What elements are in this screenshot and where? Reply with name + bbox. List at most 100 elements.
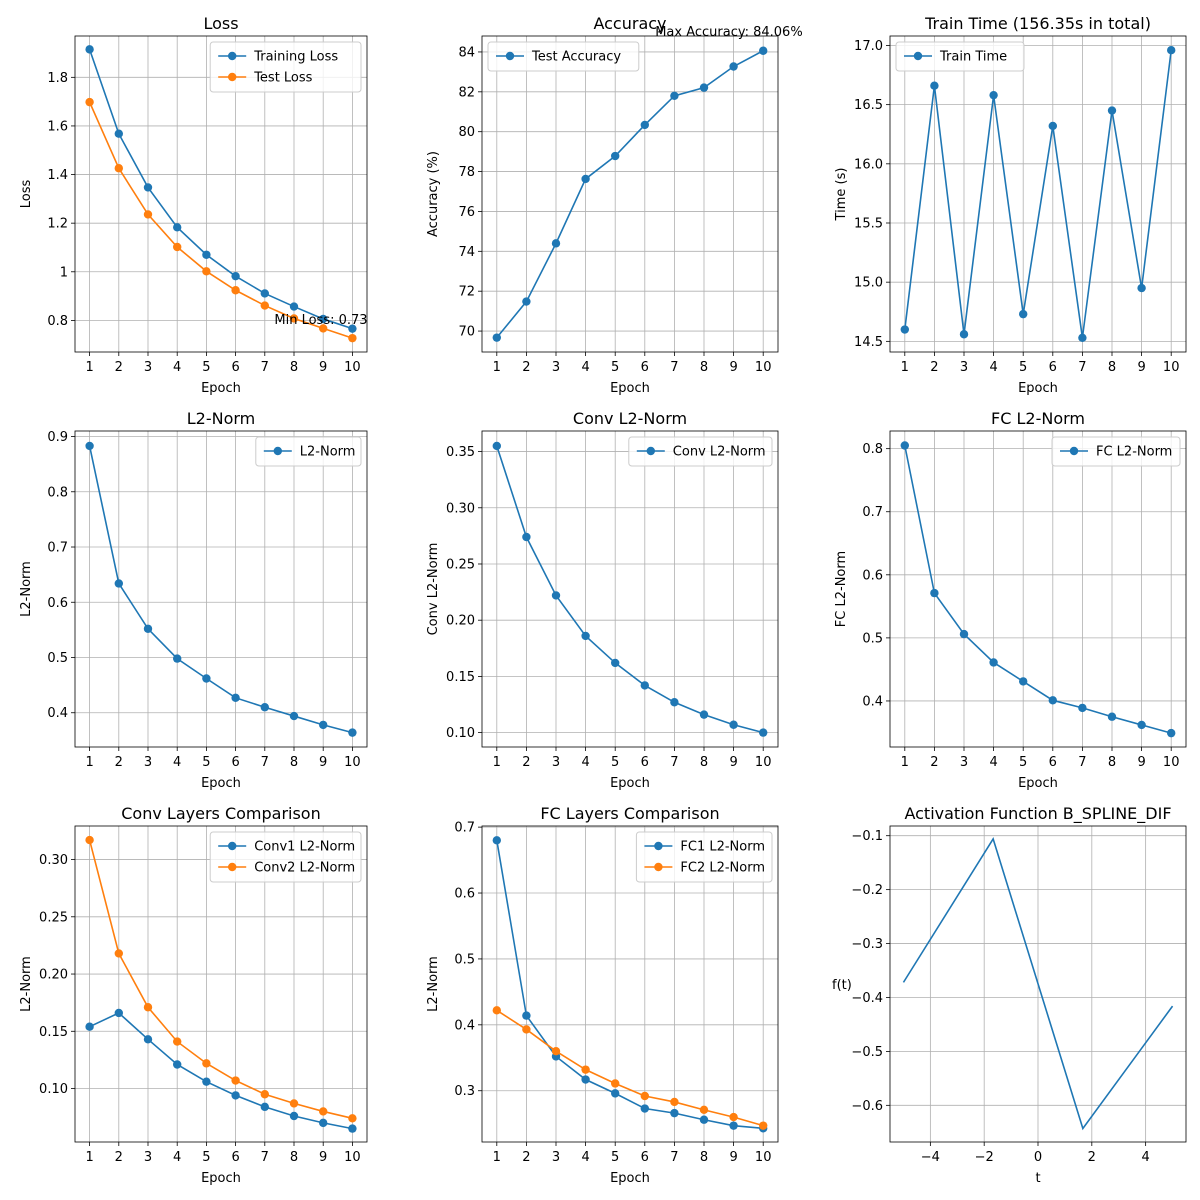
data-point — [492, 1006, 501, 1015]
x-tick-label: 4 — [581, 360, 589, 375]
data-point — [202, 250, 211, 259]
data-point — [143, 1003, 153, 1012]
x-tick-label: −2 — [975, 1150, 994, 1165]
data-point — [260, 1090, 269, 1099]
y-tick-label: 14.5 — [854, 335, 883, 350]
chart-panel-6: 1 2 3 4 5 6 7 8 9 10 0.4 0.5 0.6 0.7 0.8 FC L2-Norm Epoc… — [834, 409, 1187, 791]
x-tick-label: 8 — [1108, 755, 1116, 770]
legend-marker — [646, 446, 655, 456]
legend-marker — [273, 446, 282, 456]
data-point — [348, 333, 357, 343]
x-tick-label: 10 — [344, 1150, 361, 1165]
x-tick-label: 4 — [173, 360, 181, 375]
data-point — [85, 97, 94, 107]
data-point — [900, 441, 909, 450]
data-point — [959, 330, 969, 339]
x-tick-label: 10 — [1163, 755, 1180, 770]
x-tick-label: 3 — [960, 360, 968, 375]
data-point — [231, 693, 240, 703]
y-tick-label: 0.10 — [39, 1082, 68, 1097]
data-point — [319, 324, 328, 333]
data-point — [260, 703, 269, 712]
x-tick-label: 3 — [960, 755, 968, 770]
x-tick-label: 4 — [173, 1150, 181, 1165]
legend-marker — [228, 841, 237, 851]
y-tick-label: 0.6 — [47, 596, 68, 611]
x-tick-label: 9 — [729, 755, 737, 770]
x-tick-label: 2 — [115, 360, 123, 375]
x-tick-label: 2 — [930, 360, 938, 375]
data-point — [231, 286, 240, 295]
x-tick-label: 1 — [901, 360, 909, 375]
x-axis-label: Epoch — [610, 776, 650, 791]
y-tick-label: 0.20 — [446, 614, 475, 629]
chart-panel-9: −4 −2 0 2 4 −0.6 −0.5 −0.4 −0.3 −0.2 −0.1 Activatio… — [832, 804, 1187, 1186]
data-point — [759, 728, 768, 737]
y-axis-label: FC L2-Norm — [834, 551, 849, 627]
data-point — [670, 698, 679, 707]
x-tick-label: 2 — [1088, 1150, 1096, 1165]
y-tick-label: 74 — [458, 245, 475, 260]
y-tick-label: 70 — [458, 325, 475, 340]
x-tick-label: 1 — [85, 360, 93, 375]
chart-title: Activation Function B_SPLINE_DIF — [904, 804, 1171, 824]
data-point — [173, 223, 182, 232]
data-point — [173, 654, 182, 663]
x-tick-label: 8 — [700, 360, 708, 375]
y-tick-label: 0.7 — [454, 821, 475, 836]
data-point — [1019, 677, 1028, 686]
y-tick-label: 0.30 — [446, 501, 475, 516]
series-line — [902, 837, 1174, 1131]
legend-label: Training Loss — [253, 50, 338, 65]
data-point — [699, 710, 709, 719]
x-tick-label: 2 — [115, 755, 123, 770]
data-point — [143, 624, 153, 633]
data-point — [492, 333, 501, 342]
data-point — [759, 1121, 768, 1130]
y-tick-label: 16.5 — [854, 98, 883, 113]
data-point — [611, 1079, 620, 1088]
x-tick-label: 5 — [1019, 755, 1027, 770]
y-tick-label: 0.5 — [862, 631, 883, 646]
chart-panel-2: 1 2 3 4 5 6 7 8 9 107072747678808284AccuracyEpoch… — [426, 14, 803, 396]
x-tick-label: 1 — [493, 1150, 501, 1165]
legend-marker — [1069, 446, 1079, 456]
x-tick-label: 7 — [1078, 755, 1086, 770]
plot-frame — [74, 430, 368, 748]
y-tick-label: 0.5 — [454, 952, 475, 967]
x-tick-label: 8 — [290, 360, 298, 375]
data-point — [640, 1091, 649, 1101]
legend-marker — [913, 51, 923, 61]
x-tick-label: 4 — [581, 755, 589, 770]
data-point — [202, 1077, 211, 1086]
x-tick-label: 3 — [552, 1150, 560, 1165]
data-point — [1137, 283, 1146, 293]
chart-panel-3: 1 2 3 4 5 6 7 8 9 10 14.5 15.0 15.5 16.0 16.5 17.0 Train… — [834, 14, 1187, 396]
data-point — [348, 1114, 357, 1123]
y-tick-label: 1.8 — [47, 71, 68, 86]
x-tick-label: 10 — [1163, 360, 1180, 375]
x-tick-label: 5 — [1019, 360, 1027, 375]
data-point — [1078, 333, 1087, 342]
data-point — [143, 183, 153, 192]
x-tick-label: 4 — [581, 1150, 589, 1165]
legend — [1051, 436, 1181, 467]
legend-label: Conv2 L2-Norm — [254, 861, 355, 876]
legend-marker — [654, 862, 663, 872]
x-tick-label: 5 — [202, 1150, 210, 1165]
legend-marker — [505, 51, 515, 61]
data-point — [289, 1099, 299, 1108]
x-tick-label: 9 — [729, 1150, 737, 1165]
y-tick-label: 0.7 — [862, 505, 883, 520]
data-point — [289, 1111, 299, 1121]
data-point — [581, 1075, 590, 1084]
y-tick-label: 0.25 — [39, 910, 68, 925]
y-tick-label: 72 — [458, 285, 475, 300]
x-tick-label: 8 — [1108, 360, 1116, 375]
y-tick-label: −0.4 — [851, 991, 883, 1006]
chart-title: FC L2-Norm — [991, 409, 1085, 428]
chart-title: Loss — [203, 14, 238, 33]
data-point — [759, 46, 768, 55]
y-tick-label: 0.8 — [47, 485, 68, 500]
legend — [209, 831, 362, 883]
